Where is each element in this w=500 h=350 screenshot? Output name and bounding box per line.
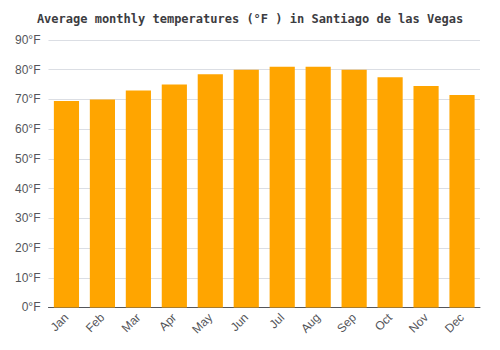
svg-text:40°F: 40°F xyxy=(15,182,40,196)
svg-text:Feb: Feb xyxy=(83,310,108,335)
svg-text:May: May xyxy=(189,311,215,337)
svg-text:Jun: Jun xyxy=(228,311,252,335)
svg-text:Jul: Jul xyxy=(266,311,287,332)
svg-text:0°F: 0°F xyxy=(22,300,41,314)
svg-text:Mar: Mar xyxy=(119,311,144,335)
svg-text:30°F: 30°F xyxy=(15,211,40,225)
svg-text:60°F: 60°F xyxy=(15,122,40,136)
svg-text:20°F: 20°F xyxy=(15,241,40,255)
svg-text:70°F: 70°F xyxy=(15,92,40,106)
svg-text:Oct: Oct xyxy=(372,310,396,334)
svg-text:Jan: Jan xyxy=(48,311,72,335)
svg-text:90°F: 90°F xyxy=(15,33,40,47)
svg-text:Aug: Aug xyxy=(298,311,323,336)
svg-text:Average monthly temperatures (: Average monthly temperatures (°F ) in Sa… xyxy=(37,12,463,26)
svg-text:Dec: Dec xyxy=(442,311,467,336)
svg-text:10°F: 10°F xyxy=(15,271,40,285)
svg-text:Nov: Nov xyxy=(406,311,431,336)
svg-text:Apr: Apr xyxy=(156,311,179,334)
svg-text:80°F: 80°F xyxy=(15,63,40,77)
svg-text:50°F: 50°F xyxy=(15,152,40,166)
svg-text:Sep: Sep xyxy=(334,310,359,335)
